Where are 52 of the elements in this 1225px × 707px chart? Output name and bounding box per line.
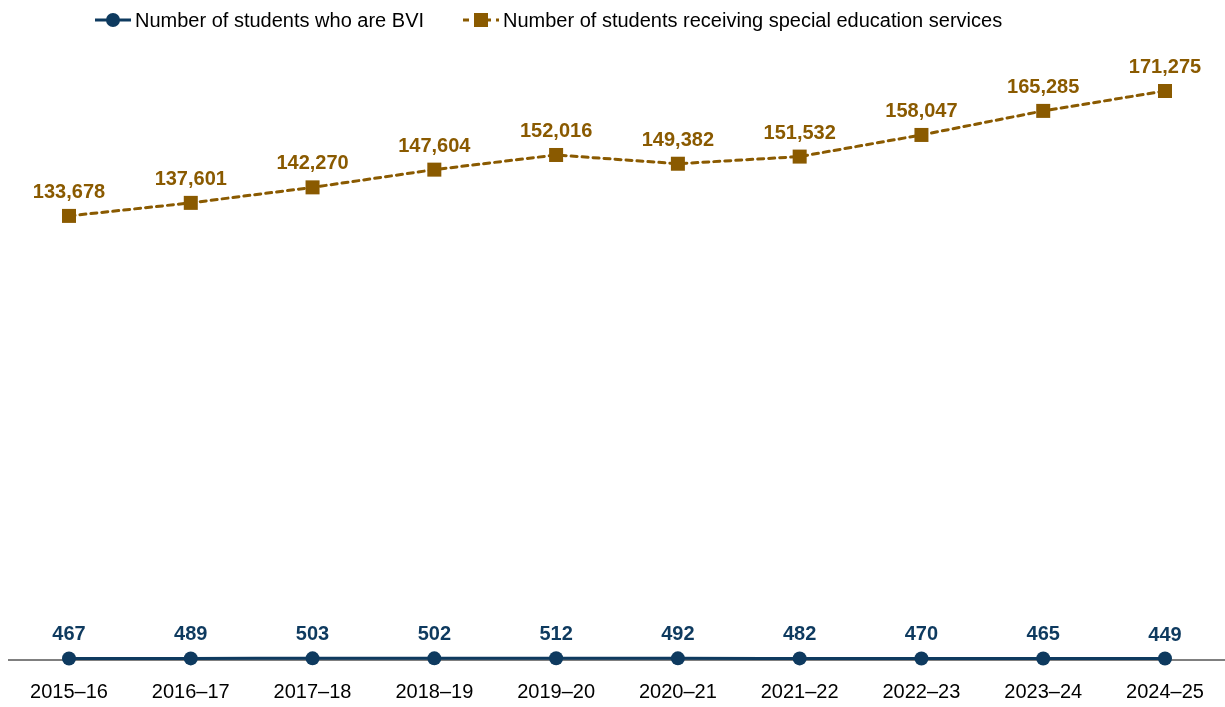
x-tick-label: 2021–22 <box>760 680 839 702</box>
point <box>305 651 320 666</box>
data-label: 467 <box>52 622 86 645</box>
data-label: 152,016 <box>519 118 593 141</box>
data-label: 470 <box>904 622 939 645</box>
x-tick-label: 2023–24 <box>1004 680 1083 702</box>
point <box>183 195 198 210</box>
point <box>427 162 442 177</box>
point <box>792 651 807 666</box>
data-label: 133,678 <box>32 179 106 202</box>
data-label: 165,285 <box>1007 74 1080 97</box>
data-label: 482 <box>782 622 817 645</box>
legend-label: Number of students receiving special education services <box>503 9 1003 31</box>
data-label: 465 <box>1026 622 1060 645</box>
data-label: 158,047 <box>885 98 958 121</box>
point <box>670 156 685 171</box>
data-label: 142,270 <box>276 151 349 174</box>
point <box>914 127 929 142</box>
x-tick-label: 2018–19 <box>395 680 474 702</box>
data-label: 147,604 <box>398 133 472 156</box>
point <box>914 651 929 666</box>
point <box>62 651 76 666</box>
point <box>1036 651 1051 666</box>
point <box>549 147 564 162</box>
point <box>427 651 442 666</box>
x-tick-label: 2020–21 <box>638 680 717 702</box>
x-tick-label: 2016–17 <box>151 680 230 702</box>
data-label: 171,275 <box>1128 55 1202 77</box>
legend-label: Number of students who are BVI <box>135 9 425 31</box>
x-tick-label: 2019–20 <box>517 680 596 702</box>
data-label: 503 <box>295 622 330 645</box>
x-tick-label: 2022–23 <box>882 680 961 702</box>
x-tick-label: 2024–25 <box>1126 680 1204 702</box>
point <box>670 651 685 666</box>
data-label: 489 <box>174 622 208 645</box>
point <box>1158 84 1172 98</box>
x-tick-label: 2015–16 <box>30 680 108 702</box>
point <box>1158 651 1172 666</box>
data-label: 137,601 <box>154 166 227 189</box>
data-label: 492 <box>661 622 695 645</box>
point <box>183 651 198 666</box>
point <box>792 149 807 164</box>
point <box>62 208 76 223</box>
x-tick-label: 2017–18 <box>273 680 352 702</box>
data-label: 149,382 <box>641 127 715 150</box>
data-label: 151,532 <box>763 120 836 143</box>
point <box>1036 103 1051 118</box>
data-label: 449 <box>1148 622 1182 645</box>
data-label: 512 <box>539 622 573 645</box>
data-label: 502 <box>417 622 452 645</box>
point <box>549 651 564 666</box>
point <box>305 180 320 195</box>
